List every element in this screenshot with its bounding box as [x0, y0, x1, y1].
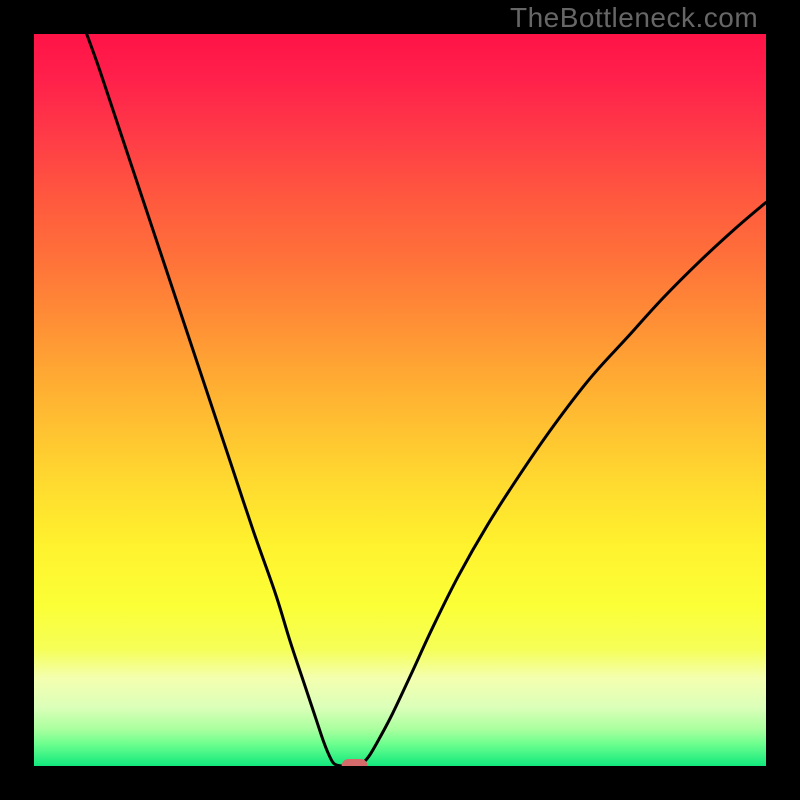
bottleneck-chart: TheBottleneck.com	[0, 0, 800, 800]
chart-svg	[0, 0, 800, 800]
plot-background	[34, 34, 766, 766]
watermark-text: TheBottleneck.com	[510, 2, 758, 34]
